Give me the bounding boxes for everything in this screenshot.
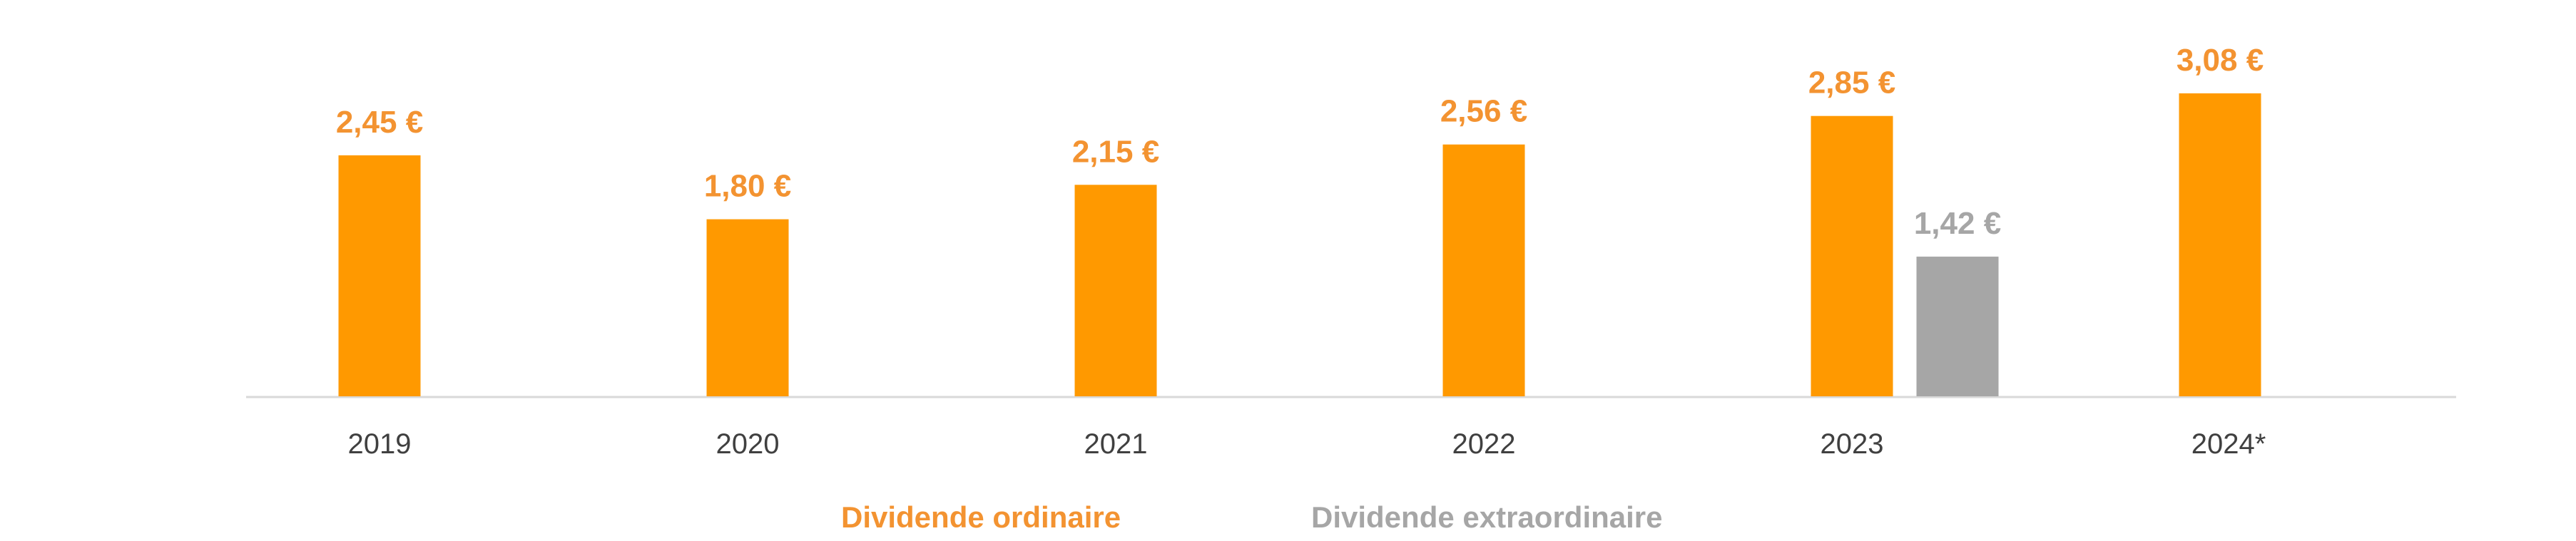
bar-ordinary [2179, 93, 2261, 396]
data-label: 3,08 € [2177, 43, 2264, 78]
legend-ordinary: Dividende ordinaire [841, 500, 1121, 534]
x-tick-label: 2023 [1821, 428, 1884, 460]
data-label: 2,85 € [1808, 66, 1895, 101]
data-label: 2,56 € [1440, 94, 1527, 129]
x-tick-label: 2021 [1084, 428, 1148, 460]
x-tick-label: 2024* [2191, 428, 2266, 460]
data-label: 2,15 € [1072, 134, 1159, 169]
x-tick-label: 2019 [348, 428, 412, 460]
data-label: 1,42 € [1914, 206, 2001, 241]
x-tick-label: 2022 [1452, 428, 1516, 460]
legend-extraordinary: Dividende extraordinaire [1311, 500, 1663, 534]
bar-ordinary [1811, 115, 1893, 396]
x-tick-label: 2020 [716, 428, 780, 460]
data-label: 2,45 € [336, 105, 423, 140]
data-label: 1,80 € [704, 169, 791, 204]
bar-ordinary [706, 219, 789, 396]
bar-extraordinary [1916, 257, 1999, 396]
bar-ordinary [1442, 144, 1525, 396]
bar-ordinary [338, 155, 421, 396]
bar-ordinary [1074, 185, 1157, 396]
